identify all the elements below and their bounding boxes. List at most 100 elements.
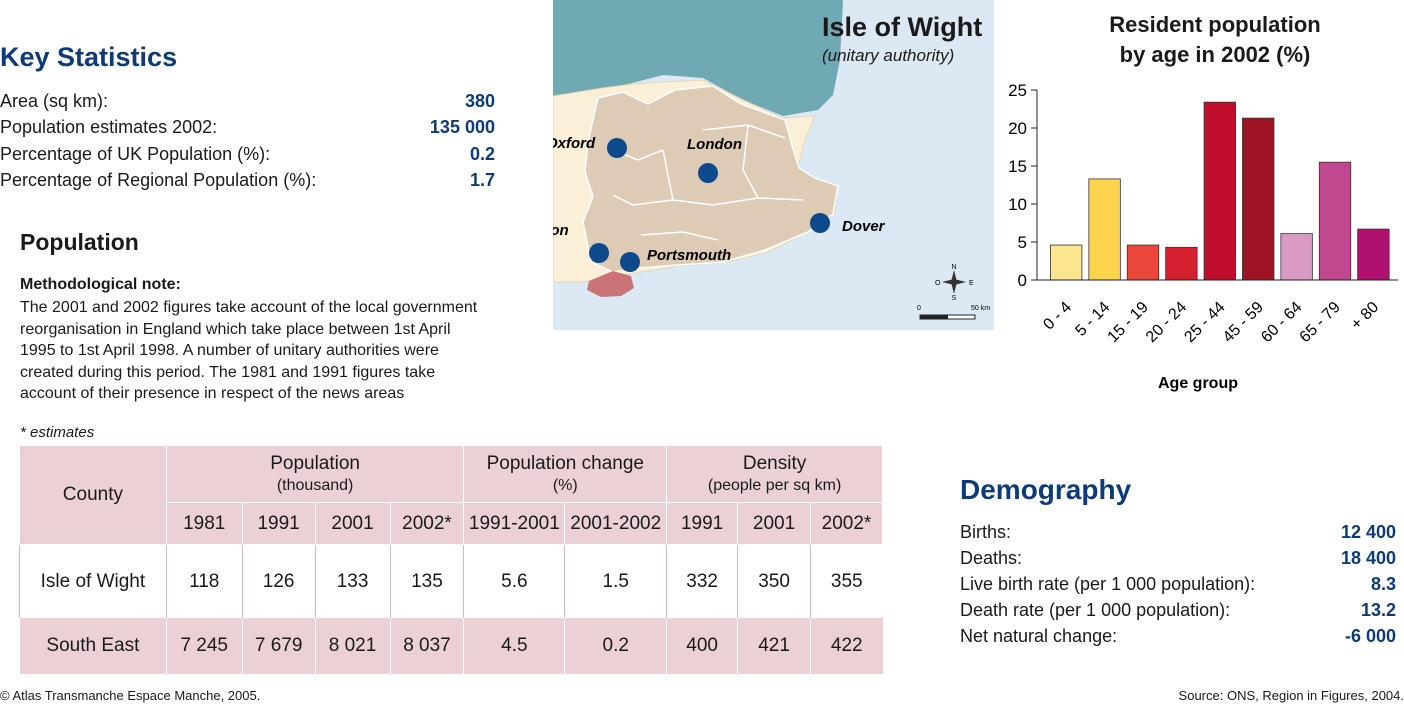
city-label-dover: Dover [842, 218, 886, 235]
group-header-population-change: Population change (%) [463, 445, 668, 503]
scale-bar: 0 50 km [917, 305, 990, 320]
city-label-london: London [687, 136, 742, 153]
stat-label: Area (sq km): [0, 91, 109, 111]
county-cell: South East [19, 618, 167, 674]
table-cell: 350 [737, 544, 811, 618]
copyright: © Atlas Transmanche Espace Manche, 2005. [0, 688, 261, 703]
group-label: Population [270, 453, 360, 474]
stat-value: 0.2 [469, 144, 495, 164]
y-tick-label: 25 [1008, 81, 1027, 100]
table-cell: 422 [810, 618, 883, 674]
demography-label: Births: [960, 522, 1012, 542]
county-header: County [19, 445, 167, 545]
compass-s: S [952, 295, 957, 302]
y-tick-label: 15 [1008, 157, 1027, 176]
scale-start: 0 [917, 305, 921, 312]
y-axis: 0 5 10 15 20 25 [1008, 81, 1037, 290]
column-header: 2001 [314, 502, 391, 545]
y-tick-label: 0 [1018, 271, 1027, 290]
scale-bar-fill [920, 315, 948, 319]
bar [1318, 161, 1352, 281]
table-cell: 400 [666, 618, 738, 674]
stat-label: Percentage of Regional Population (%): [0, 170, 317, 190]
key-statistics-title: Key Statistics [0, 42, 178, 72]
demography-value: 18 400 [1340, 548, 1396, 568]
y-tick-label: 10 [1008, 195, 1027, 214]
region-map: Oxford London Southampton Portsmouth Dov… [553, 0, 994, 330]
bar [1242, 117, 1275, 281]
city-label-oxford: Oxford [553, 135, 596, 152]
x-tick-label: 0 - 4 [1040, 299, 1075, 334]
county-borders [612, 124, 804, 241]
column-header: 1991 [241, 502, 316, 545]
demography-value: 12 400 [1340, 522, 1396, 542]
column-header: 2002* [810, 502, 883, 545]
demography-label: Deaths: [960, 548, 1023, 568]
methodological-note-title: Methodological note: [20, 276, 181, 293]
table-cell: 1.5 [564, 544, 667, 618]
sea-top [553, 0, 843, 116]
stat-row: Percentage of UK Population (%): 0.2 [0, 141, 495, 167]
table-cell: 8 037 [389, 618, 464, 674]
group-sub: (people per sq km) [707, 477, 842, 494]
x-tick-label: 20 - 24 [1143, 299, 1190, 346]
population-table: County Population (thousand) Population … [19, 445, 883, 674]
demography-title: Demography [960, 474, 1132, 505]
table-cell: 133 [314, 544, 390, 618]
group-header-density: Density (people per sq km) [666, 445, 883, 503]
demography-row: Net natural change: -6 000 [960, 623, 1396, 649]
table-cell: 135 [389, 544, 464, 618]
demography-row: Deaths: 18 400 [960, 545, 1396, 571]
x-tick-label: 25 - 44 [1181, 299, 1228, 346]
demography-value: 13.2 [1360, 600, 1396, 620]
compass-icon [942, 270, 966, 294]
table-cell: 7 679 [241, 618, 316, 674]
table-cell: 118 [165, 544, 243, 618]
x-tick-label: 60 - 64 [1258, 299, 1305, 346]
x-tick-label: 65 - 79 [1297, 299, 1344, 346]
stat-row: Area (sq km): 380 [0, 88, 495, 114]
bar [1126, 244, 1160, 281]
city-dot-southampton [589, 243, 609, 263]
stat-row: Population estimates 2002: 135 000 [0, 114, 495, 140]
demography-row: Births: 12 400 [960, 519, 1396, 545]
city-dot-london [698, 163, 718, 183]
demography-label: Death rate (per 1 000 population): [960, 600, 1231, 620]
demography-value: 8.3 [1370, 574, 1396, 594]
demography-row: Death rate (per 1 000 population): 13.2 [960, 597, 1396, 623]
map-title: Isle of Wight [822, 12, 983, 42]
table-cell: 0.2 [564, 618, 667, 674]
city-label-portsmouth: Portsmouth [647, 247, 731, 264]
demography-row: Live birth rate (per 1 000 population): … [960, 571, 1396, 597]
bar [1203, 101, 1236, 281]
group-label: Density [742, 453, 807, 474]
demography-label: Net natural change: [960, 626, 1118, 646]
column-header: 1991-2001 [463, 502, 566, 545]
table-cell: 332 [666, 544, 738, 618]
map-subtitle: (unitary authority) [822, 46, 955, 65]
column-header: 2001-2002 [564, 502, 668, 545]
chart-title-line: by age in 2002 (%) [1119, 42, 1311, 67]
estimates-note: * estimates [20, 424, 95, 441]
chart-title-line: Resident population [1109, 12, 1321, 37]
table-cell: 7 245 [165, 618, 243, 674]
group-label: Population change [486, 453, 644, 474]
demography-label: Live birth rate (per 1 000 population): [960, 574, 1256, 594]
table-cell: 8 021 [314, 618, 390, 674]
column-header: 2002* [389, 502, 465, 545]
bar [1165, 246, 1198, 281]
bar [1088, 178, 1121, 281]
stat-row: Percentage of Regional Population (%): 1… [0, 167, 495, 193]
note-line: account of their presence in respect of … [20, 385, 405, 402]
compass-e: E [969, 280, 974, 287]
note-line: 1995 to 1st April 1998. A number of unit… [20, 342, 439, 359]
table-row: Isle of Wight 118 126 133 135 5.6 1.5 33… [19, 544, 883, 618]
bar [1280, 233, 1313, 281]
table-cell: 421 [737, 618, 811, 674]
table-row: South East 7 245 7 679 8 021 8 037 4.5 0… [19, 618, 883, 674]
chart-title: Resident population by age in 2002 (%) [1040, 10, 1390, 70]
note-line: created during this period. The 1981 and… [20, 363, 436, 381]
group-sub: (thousand) [276, 477, 354, 494]
compass-n: N [951, 264, 956, 271]
